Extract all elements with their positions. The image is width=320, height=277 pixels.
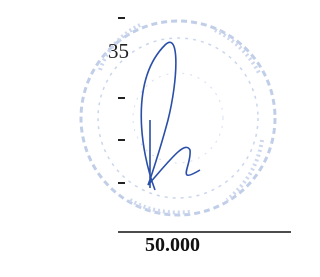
- amount: 50.000: [145, 234, 200, 256]
- document-fragment: 35 50.000: [0, 0, 291, 277]
- page-number: 35: [108, 39, 129, 63]
